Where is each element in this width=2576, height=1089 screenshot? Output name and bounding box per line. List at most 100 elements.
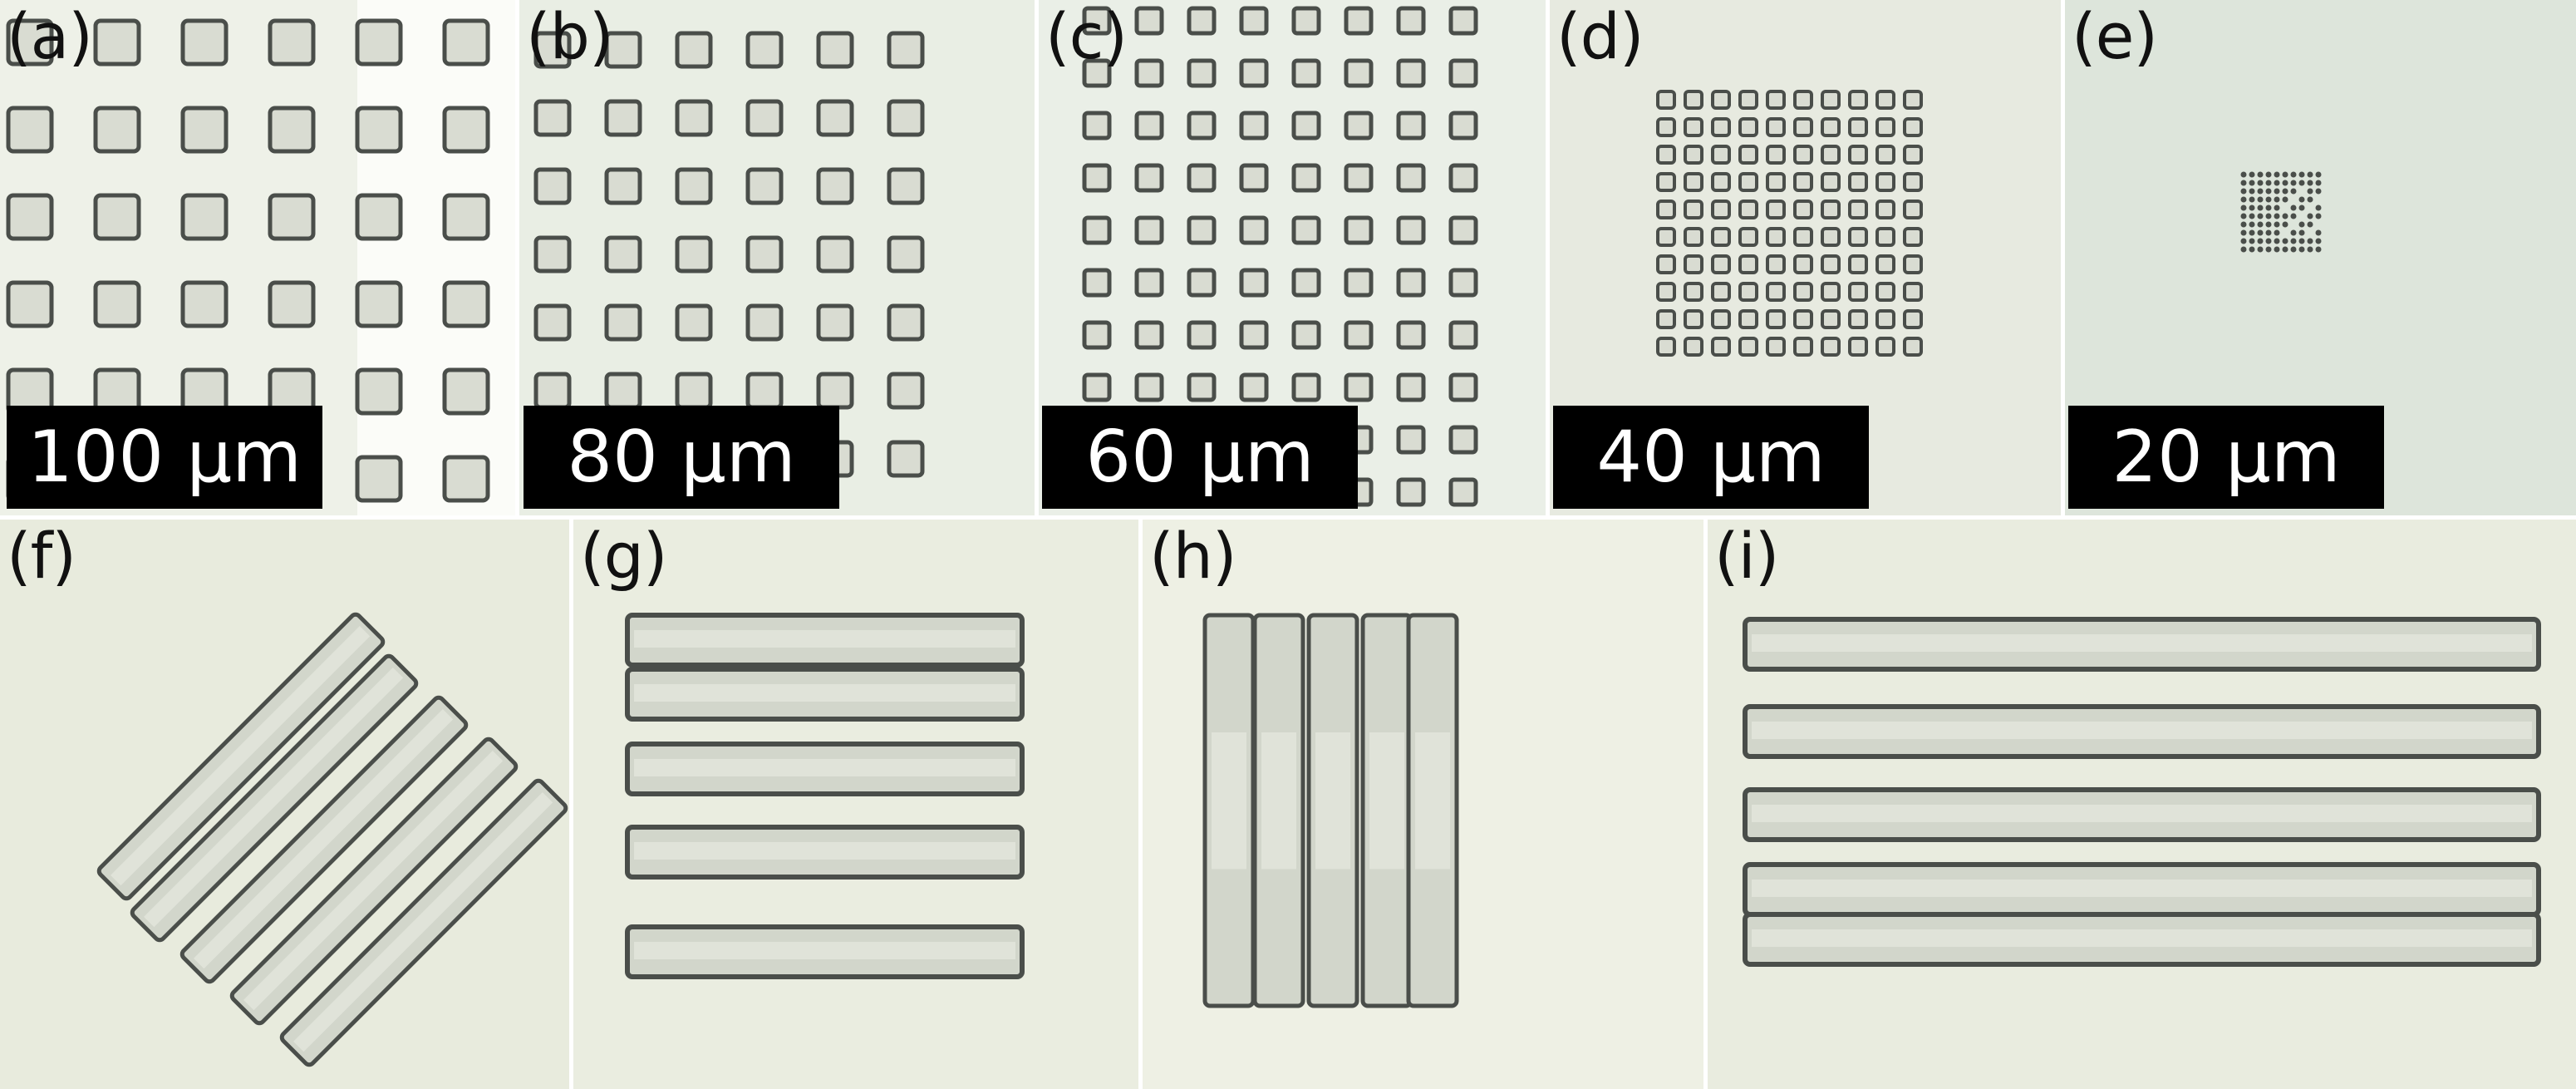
square-pillar	[1684, 117, 1703, 137]
scale-bar-label-a: 100 µm	[7, 406, 322, 509]
square-pillar-array-60um	[1039, 0, 1546, 515]
micro-dot	[2290, 204, 2297, 211]
micro-dot	[2307, 188, 2313, 195]
line-feature	[625, 742, 1025, 796]
square-pillar	[1875, 337, 1895, 357]
micro-dot	[2240, 188, 2247, 195]
micro-dot	[2249, 188, 2255, 195]
micro-dot	[2298, 221, 2305, 228]
square-pillar	[604, 31, 642, 69]
square-pillar	[1448, 425, 1478, 455]
micro-dot	[2265, 229, 2272, 236]
square-pillar	[1848, 337, 1868, 357]
square-pillar	[1793, 172, 1813, 192]
square-pillar	[745, 235, 784, 273]
panel-label-h: (h)	[1149, 520, 1236, 593]
line-highlight	[1369, 732, 1404, 870]
square-pillar	[1766, 200, 1786, 219]
line-highlight	[1261, 732, 1296, 870]
square-pillar	[1396, 268, 1426, 298]
square-pillar	[1396, 372, 1426, 402]
square-pillar	[180, 106, 229, 154]
square-pillar	[1766, 309, 1786, 329]
square-pillar	[1684, 282, 1703, 302]
square-pillar	[1738, 172, 1758, 192]
square-pillar	[533, 372, 572, 410]
micro-dot	[2265, 188, 2272, 195]
square-pillar	[1903, 200, 1923, 219]
square-pillar	[355, 280, 403, 328]
square-pillar	[1396, 58, 1426, 88]
line-highlight	[634, 684, 1015, 702]
square-pillar	[1396, 477, 1426, 507]
square-pillar	[180, 193, 229, 241]
micrograph-panel-g: (g)	[573, 520, 1138, 1089]
micro-dot	[2274, 180, 2280, 186]
square-pillar	[1082, 215, 1112, 245]
line-highlight	[144, 668, 404, 928]
square-pillar	[1875, 227, 1895, 247]
micro-dot	[2290, 171, 2297, 178]
square-pillar	[1239, 111, 1269, 140]
square-pillar	[1848, 145, 1868, 165]
square-pillar	[1684, 90, 1703, 110]
square-pillar	[745, 167, 784, 205]
square-pillar	[1344, 320, 1374, 350]
scale-bar-label-d: 40 µm	[1553, 406, 1869, 509]
square-pillar	[1711, 145, 1731, 165]
panel-background	[573, 520, 1138, 1089]
scale-bar-label-c: 60 µm	[1042, 406, 1358, 509]
micrograph-panel-c: (c) 60 µm	[1039, 0, 1546, 515]
square-pillar	[1738, 309, 1758, 329]
square-pillar	[1656, 90, 1676, 110]
square-pillar	[1821, 309, 1841, 329]
micro-dot	[2240, 221, 2247, 228]
square-pillar	[1821, 90, 1841, 110]
line-feature	[625, 613, 1025, 668]
micro-dot	[2315, 246, 2322, 253]
square-pillar	[1344, 215, 1374, 245]
square-pillar	[1711, 117, 1731, 137]
square-pillar	[1684, 337, 1703, 357]
square-pillar	[1656, 145, 1676, 165]
square-pillar	[1875, 90, 1895, 110]
square-pillar	[1344, 6, 1374, 36]
line-feature	[625, 667, 1025, 722]
panel-label-d: (d)	[1556, 0, 1644, 73]
square-pillar	[1239, 58, 1269, 88]
square-pillar	[1738, 200, 1758, 219]
square-pillar	[1684, 145, 1703, 165]
square-pillar	[355, 367, 403, 416]
square-pillar	[1396, 111, 1426, 140]
square-pillar	[1134, 320, 1164, 350]
square-pillar	[1134, 215, 1164, 245]
square-pillar	[1656, 309, 1676, 329]
micro-dot	[2282, 188, 2288, 195]
square-pillar	[1187, 6, 1217, 36]
square-pillar	[1656, 227, 1676, 247]
square-pillar	[442, 280, 490, 328]
square-pillar	[180, 280, 229, 328]
square-pillar	[442, 367, 490, 416]
micro-dot	[2257, 221, 2264, 228]
line-feature	[1743, 704, 2541, 759]
square-pillar	[1903, 145, 1923, 165]
micro-dot	[2240, 238, 2247, 244]
square-pillar	[1187, 372, 1217, 402]
micro-dot	[2307, 171, 2313, 178]
square-pillar	[355, 18, 403, 67]
square-pillar	[6, 193, 54, 241]
square-pillar	[1738, 90, 1758, 110]
micro-dot	[2257, 213, 2264, 219]
line-highlight	[243, 751, 504, 1011]
square-pillar	[1291, 372, 1321, 402]
micrograph-panel-e: (e) 20 µm	[2065, 0, 2576, 515]
square-pillar	[1875, 282, 1895, 302]
square-pillar	[1848, 172, 1868, 192]
square-pillar	[1711, 200, 1731, 219]
square-pillar	[1821, 145, 1841, 165]
micro-dot	[2282, 213, 2288, 219]
micro-dot	[2298, 196, 2305, 203]
micro-dot	[2274, 238, 2280, 244]
micro-dot	[2298, 229, 2305, 236]
